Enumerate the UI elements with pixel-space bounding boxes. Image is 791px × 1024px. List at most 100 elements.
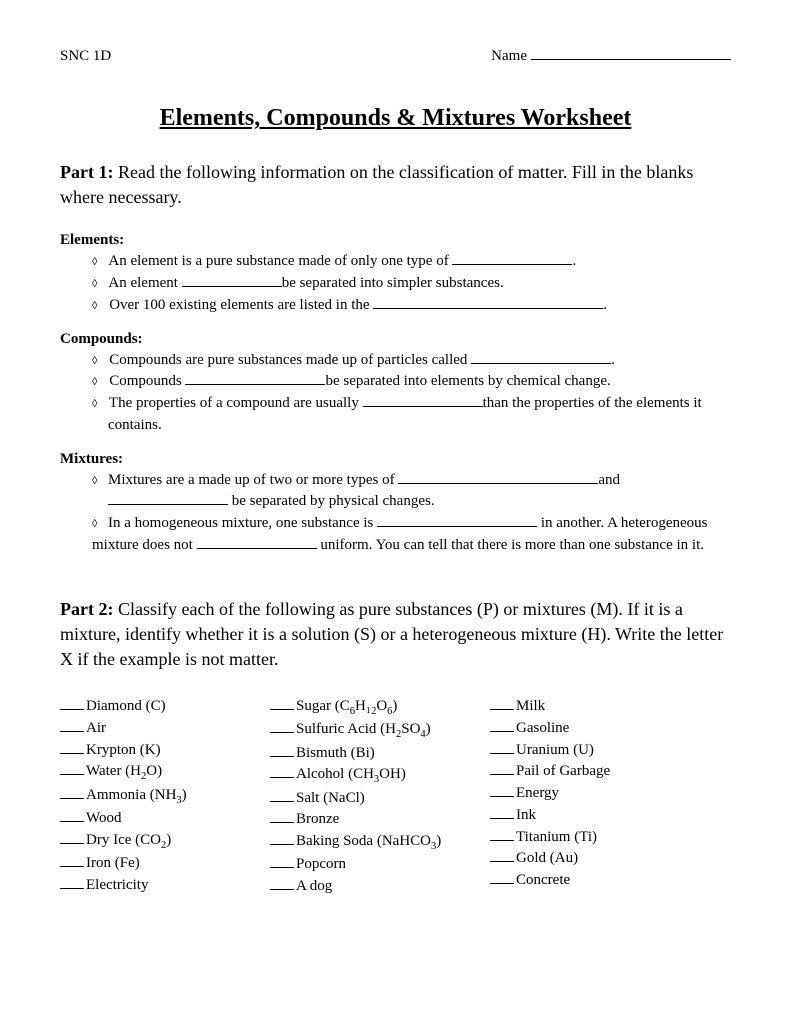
answer-blank[interactable] <box>60 821 84 822</box>
blank[interactable] <box>185 384 325 385</box>
answer-blank[interactable] <box>490 709 514 710</box>
answer-blank[interactable] <box>490 774 514 775</box>
classify-grid: Diamond (C)AirKrypton (K)Water (H2O)Ammo… <box>60 696 731 898</box>
name-label: Name <box>491 48 527 65</box>
classify-item: Ink <box>490 805 690 827</box>
worksheet-page: SNC 1D Name Elements, Compounds & Mixtur… <box>0 0 791 1024</box>
classify-item: Iron (Fe) <box>60 853 260 875</box>
answer-blank[interactable] <box>490 840 514 841</box>
classify-item: Air <box>60 718 260 740</box>
classify-item: A dog <box>270 876 480 898</box>
part1-label: Part 1: <box>60 162 113 182</box>
answer-blank[interactable] <box>60 843 84 844</box>
bullet-icon: ◊ <box>92 517 108 533</box>
classify-item: Gold (Au) <box>490 848 690 870</box>
name-field: Name <box>491 48 731 65</box>
part2-intro: Part 2: Classify each of the following a… <box>60 597 731 673</box>
text: Compounds <box>109 373 185 389</box>
part1-intro: Part 1: Read the following information o… <box>60 160 731 210</box>
classify-item: Salt (NaCl) <box>270 788 480 810</box>
classify-item: Baking Soda (NaHCO3) <box>270 831 480 854</box>
answer-blank[interactable] <box>490 731 514 732</box>
answer-blank[interactable] <box>60 866 84 867</box>
classify-item: Water (H2O) <box>60 761 260 784</box>
classify-item: Popcorn <box>270 854 480 876</box>
list-item: Compounds are pure substances made up of… <box>108 350 731 372</box>
classify-item: Electricity <box>60 875 260 897</box>
blank[interactable] <box>182 286 282 287</box>
classify-item: Diamond (C) <box>60 696 260 718</box>
classify-item: Krypton (K) <box>60 740 260 762</box>
list-item: The properties of a compound are usually… <box>108 393 731 437</box>
name-blank[interactable] <box>531 59 731 60</box>
page-title: Elements, Compounds & Mixtures Worksheet <box>60 105 731 132</box>
answer-blank[interactable] <box>60 731 84 732</box>
text: . <box>603 297 607 313</box>
answer-blank[interactable] <box>270 732 294 733</box>
answer-blank[interactable] <box>270 822 294 823</box>
part1-text: Read the following information on the cl… <box>60 162 693 207</box>
answer-blank[interactable] <box>270 756 294 757</box>
answer-blank[interactable] <box>490 861 514 862</box>
part2-text: Classify each of the following as pure s… <box>60 599 723 669</box>
elements-list: An element is a pure substance made of o… <box>60 251 731 316</box>
classify-item: Sugar (C6H₁2O6) <box>270 696 480 719</box>
answer-blank[interactable] <box>60 709 84 710</box>
blank[interactable] <box>471 363 611 364</box>
answer-blank[interactable] <box>490 883 514 884</box>
classify-item: Bismuth (Bi) <box>270 743 480 765</box>
text: An element is a pure substance made of o… <box>108 253 452 269</box>
text: . <box>572 253 576 269</box>
blank[interactable] <box>363 406 483 407</box>
bullet-icon: ◊ <box>92 474 108 490</box>
answer-blank[interactable] <box>270 844 294 845</box>
text: The properties of a compound are usually <box>109 395 363 411</box>
blank[interactable] <box>373 308 603 309</box>
classify-item: Uranium (U) <box>490 740 690 762</box>
list-item: Over 100 existing elements are listed in… <box>108 295 731 317</box>
blank[interactable] <box>197 548 317 549</box>
answer-blank[interactable] <box>60 753 84 754</box>
list-item: Compounds be separated into elements by … <box>108 371 731 393</box>
text: be separated by physical changes. <box>228 493 435 509</box>
classify-item: Titanium (Ti) <box>490 827 690 849</box>
answer-blank[interactable] <box>270 867 294 868</box>
answer-blank[interactable] <box>490 753 514 754</box>
classify-item: Pail of Garbage <box>490 761 690 783</box>
blank[interactable] <box>452 264 572 265</box>
header: SNC 1D Name <box>60 48 731 65</box>
blank[interactable] <box>108 504 228 505</box>
course-code: SNC 1D <box>60 48 111 65</box>
text: Compounds are pure substances made up of… <box>109 352 471 368</box>
blank[interactable] <box>398 483 598 484</box>
answer-blank[interactable] <box>270 777 294 778</box>
answer-blank[interactable] <box>270 709 294 710</box>
classify-item: Milk <box>490 696 690 718</box>
classify-item: Bronze <box>270 809 480 831</box>
answer-blank[interactable] <box>60 798 84 799</box>
blank[interactable] <box>377 526 537 527</box>
text: and <box>598 472 620 488</box>
text: Over 100 existing elements are listed in… <box>109 297 373 313</box>
classify-item: Ammonia (NH3) <box>60 785 260 808</box>
compounds-list: Compounds are pure substances made up of… <box>60 350 731 437</box>
answer-blank[interactable] <box>490 818 514 819</box>
answer-blank[interactable] <box>60 888 84 889</box>
elements-heading: Elements: <box>60 232 731 249</box>
answer-blank[interactable] <box>60 774 84 775</box>
answer-blank[interactable] <box>270 889 294 890</box>
answer-blank[interactable] <box>490 796 514 797</box>
list-item: An element be separated into simpler sub… <box>108 273 731 295</box>
classify-col-3: MilkGasolineUranium (U)Pail of GarbageEn… <box>490 696 690 898</box>
text: . <box>611 352 615 368</box>
classify-item: Alcohol (CH3OH) <box>270 764 480 787</box>
classify-item: Gasoline <box>490 718 690 740</box>
text: Mixtures are a made up of two or more ty… <box>108 472 398 488</box>
classify-item: Concrete <box>490 870 690 892</box>
text: be separated into elements by chemical c… <box>325 373 610 389</box>
text: uniform. You can tell that there is more… <box>317 537 704 553</box>
answer-blank[interactable] <box>270 801 294 802</box>
classify-item: Sulfuric Acid (H2SO4) <box>270 719 480 742</box>
classify-col-2: Sugar (C6H₁2O6)Sulfuric Acid (H2SO4)Bism… <box>270 696 480 898</box>
mixtures-heading: Mixtures: <box>60 451 731 468</box>
